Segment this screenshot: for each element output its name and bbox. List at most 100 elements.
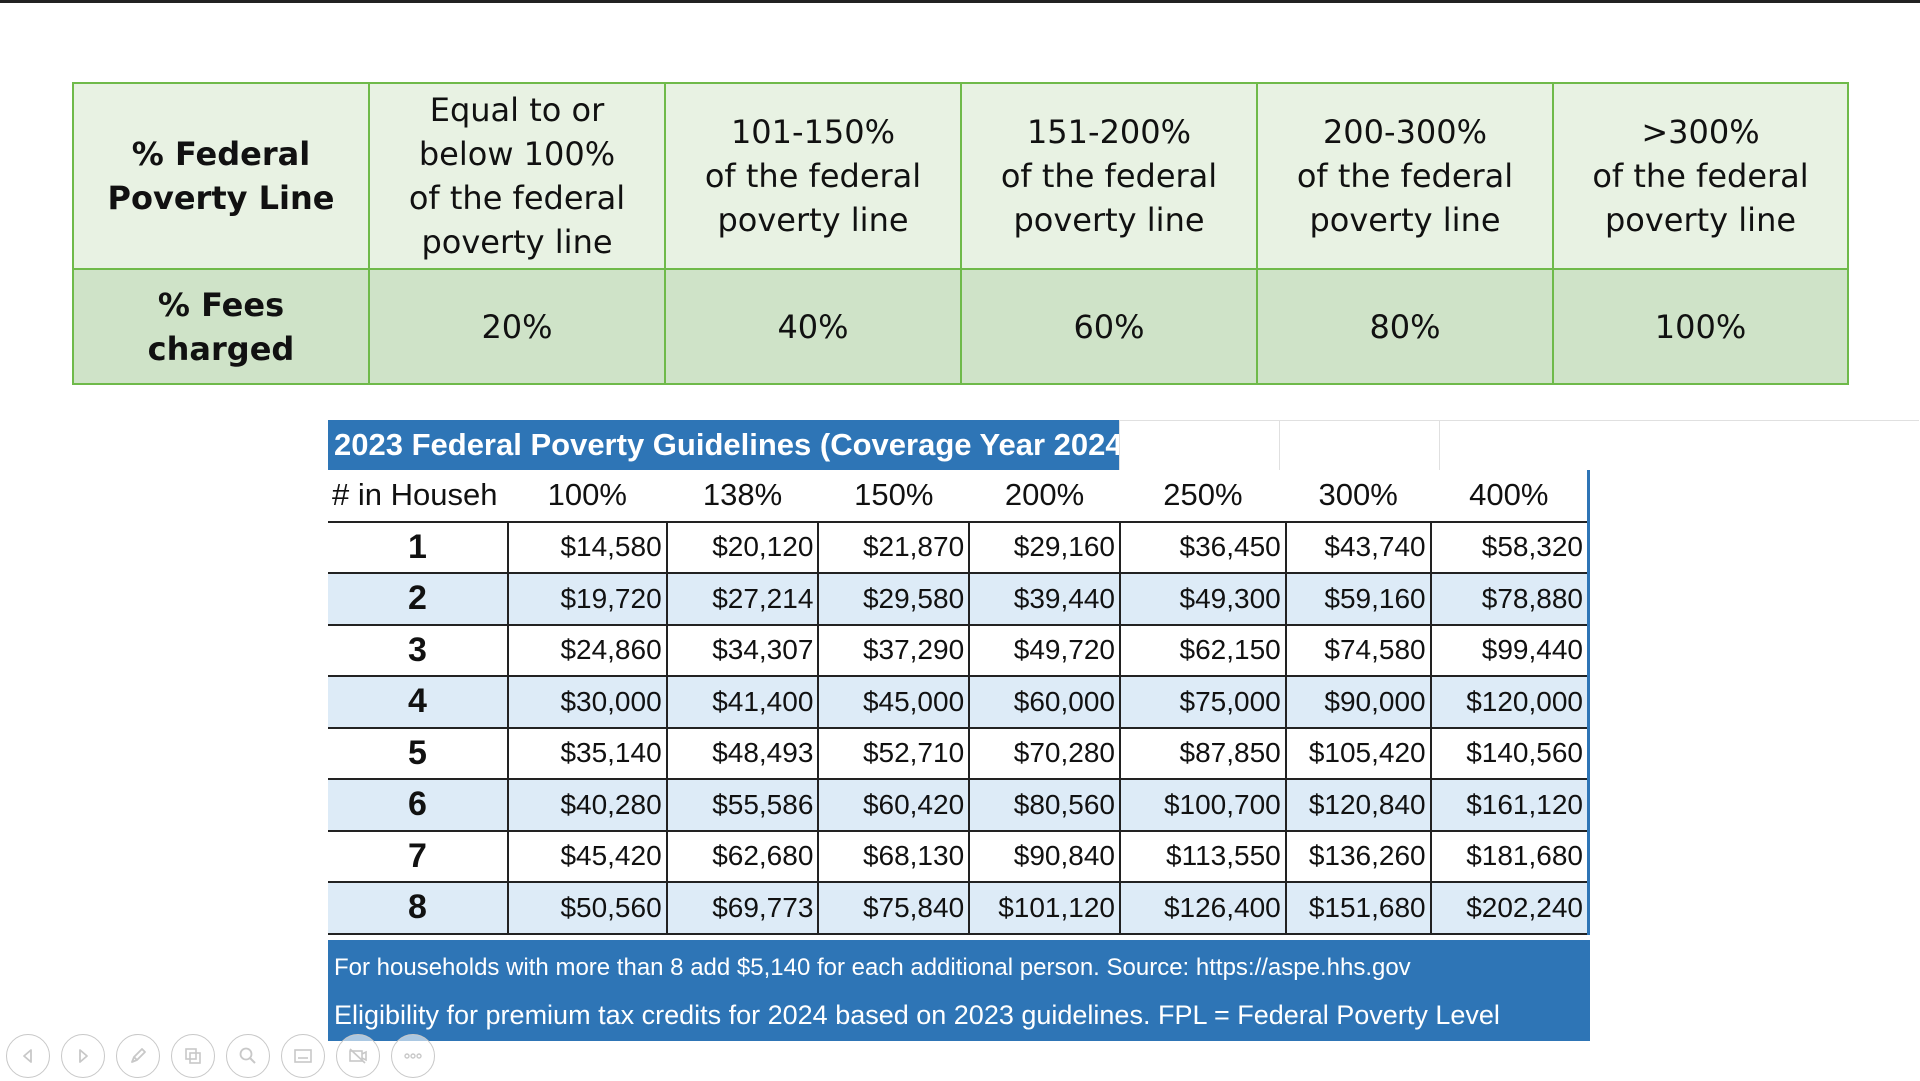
subtitles-icon [294, 1049, 312, 1063]
income-cell: $55,586 [666, 779, 820, 832]
income-cell: $126,400 [1120, 882, 1287, 935]
guidelines-row: 4 $30,000 $41,400 $45,000 $60,000 $75,000 $90,… [328, 676, 1590, 729]
fees-cell-bracket-4: 200-300% of the federal poverty line [1256, 82, 1554, 270]
previous-slide-button[interactable] [6, 1034, 50, 1078]
all-slides-button[interactable] [171, 1034, 215, 1078]
income-cell: $100,700 [1120, 779, 1287, 832]
income-cell: $39,440 [969, 573, 1121, 626]
household-size-cell: 3 [328, 624, 509, 677]
income-cell: $41,400 [666, 676, 820, 729]
spreadsheet-empty-cells [1119, 420, 1919, 470]
income-cell: $45,420 [507, 830, 668, 883]
fees-header-charged: % Fees charged [72, 268, 370, 385]
previous-slide-icon [23, 1049, 32, 1063]
fees-cell-bracket-3: 151-200% of the federal poverty line [960, 82, 1258, 270]
income-cell: $62,150 [1120, 624, 1287, 677]
income-cell: $136,260 [1285, 830, 1432, 883]
guidelines-row: 2 $19,720 $27,214 $29,580 $39,440 $49,300 $59,… [328, 573, 1590, 626]
income-cell: $99,440 [1430, 624, 1590, 677]
income-cell: $101,120 [969, 882, 1121, 935]
income-cell: $49,300 [1120, 573, 1287, 626]
guidelines-row: 5 $35,140 $48,493 $52,710 $70,280 $87,850 $105… [328, 727, 1590, 780]
fees-value-cell: 60% [960, 268, 1258, 385]
more-options-icon [404, 1053, 422, 1059]
pen-button[interactable] [116, 1034, 160, 1078]
household-size-cell: 6 [328, 779, 509, 832]
slide-top-border [0, 0, 1920, 3]
income-cell: $75,840 [818, 882, 971, 935]
income-cell: $14,580 [507, 521, 668, 574]
income-cell: $52,710 [818, 727, 971, 780]
income-cell: $70,280 [969, 727, 1121, 780]
fees-cell-bracket-2: 101-150% of the federal poverty line [664, 82, 962, 270]
column-header: 400% [1430, 470, 1590, 523]
income-cell: $90,840 [969, 830, 1121, 883]
income-cell: $74,580 [1285, 624, 1432, 677]
income-cell: $80,560 [969, 779, 1121, 832]
income-cell: $75,000 [1120, 676, 1287, 729]
fees-value-cell: 20% [368, 268, 666, 385]
column-header: 200% [969, 470, 1120, 523]
guidelines-footer: For households with more than 8 add $5,1… [328, 940, 1590, 1041]
guidelines-row: 7 $45,420 $62,680 $68,130 $90,840 $113,550 $13… [328, 830, 1590, 883]
income-cell: $35,140 [507, 727, 668, 780]
income-cell: $29,160 [969, 521, 1121, 574]
guidelines-row: 6 $40,280 $55,586 $60,420 $80,560 $100,700 $12… [328, 779, 1590, 832]
next-slide-icon [79, 1049, 88, 1063]
footer-note-eligibility: Eligibility for premium tax credits for … [334, 1000, 1500, 1030]
camera-off-button[interactable] [336, 1034, 380, 1078]
income-cell: $48,493 [666, 727, 820, 780]
household-size-cell: 4 [328, 676, 509, 729]
slideshow-toolbar [6, 1034, 435, 1080]
income-cell: $151,680 [1285, 882, 1432, 935]
guidelines-row: 8 $50,560 $69,773 $75,840 $101,120 $126,400 $1… [328, 882, 1590, 935]
income-cell: $50,560 [507, 882, 668, 935]
guidelines-title: 2023 Federal Poverty Guidelines (Coverag… [328, 420, 1119, 470]
income-cell: $30,000 [507, 676, 668, 729]
household-size-cell: 7 [328, 830, 509, 883]
income-cell: $78,880 [1430, 573, 1590, 626]
zoom-button[interactable] [226, 1034, 270, 1078]
household-size-cell: 2 [328, 573, 509, 626]
household-size-cell: 1 [328, 521, 509, 574]
income-cell: $62,680 [666, 830, 820, 883]
income-cell: $49,720 [969, 624, 1121, 677]
income-cell: $27,214 [666, 573, 820, 626]
income-cell: $34,307 [666, 624, 820, 677]
column-header: 100% [507, 470, 667, 523]
income-cell: $60,000 [969, 676, 1121, 729]
fees-value-cell: 40% [664, 268, 962, 385]
income-cell: $36,450 [1120, 521, 1287, 574]
next-slide-button[interactable] [61, 1034, 105, 1078]
fees-row-charged: % Fees charged 20% 40% 60% 80% 100% [72, 268, 1849, 385]
income-cell: $68,130 [818, 830, 971, 883]
income-cell: $140,560 [1430, 727, 1590, 780]
pen-icon [131, 1048, 146, 1063]
fees-table: % Federal Poverty Line Equal to or below… [72, 82, 1849, 385]
income-cell: $120,840 [1285, 779, 1432, 832]
income-cell: $69,773 [666, 882, 820, 935]
more-options-button[interactable] [391, 1034, 435, 1078]
income-cell: $45,000 [818, 676, 971, 729]
column-header: 150% [818, 470, 970, 523]
income-cell: $202,240 [1430, 882, 1590, 935]
income-cell: $40,280 [507, 779, 668, 832]
household-size-cell: 5 [328, 727, 509, 780]
income-cell: $60,420 [818, 779, 971, 832]
income-cell: $29,580 [818, 573, 971, 626]
income-cell: $37,290 [818, 624, 971, 677]
column-header: 300% [1285, 470, 1431, 523]
household-size-cell: 8 [328, 882, 509, 935]
income-cell: $113,550 [1120, 830, 1287, 883]
camera-off-icon [349, 1048, 367, 1064]
income-cell: $21,870 [818, 521, 971, 574]
income-cell: $181,680 [1430, 830, 1590, 883]
fees-row-poverty-line: % Federal Poverty Line Equal to or below… [72, 82, 1849, 270]
fees-value-cell: 80% [1256, 268, 1554, 385]
income-cell: $161,120 [1430, 779, 1590, 832]
subtitles-button[interactable] [281, 1034, 325, 1078]
income-cell: $90,000 [1285, 676, 1432, 729]
income-cell: $105,420 [1285, 727, 1432, 780]
guidelines-header-row: # in Househ 100% 138% 150% 200% 250% 300… [328, 470, 1590, 523]
footer-note-additional-person: For households with more than 8 add $5,1… [334, 954, 1411, 981]
